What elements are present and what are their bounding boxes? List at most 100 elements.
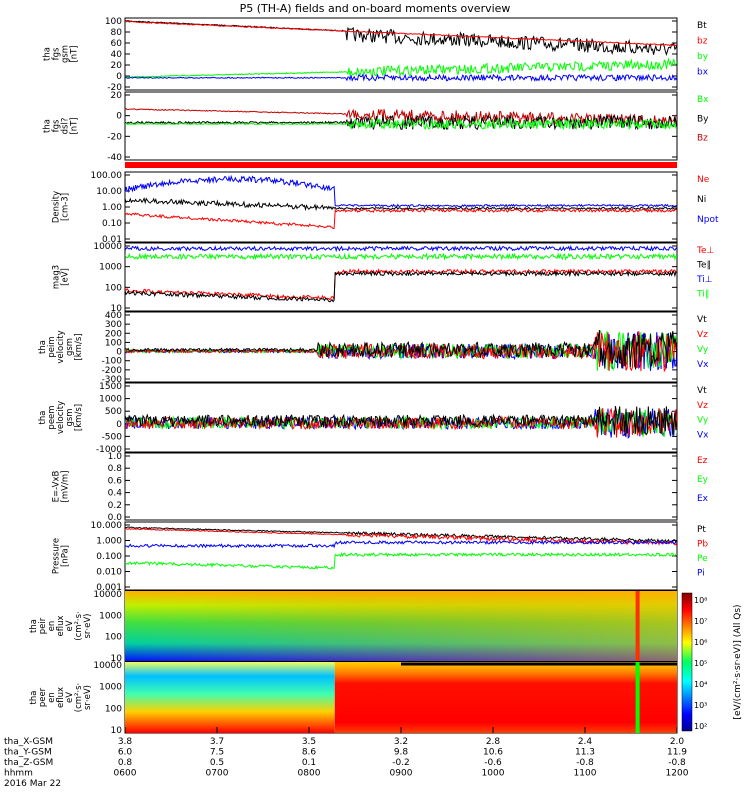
ytick-label: 10.00 <box>96 187 122 197</box>
legend-bx: bx <box>697 68 709 78</box>
ylabel-pressure: Pressure [nPa] <box>52 538 71 574</box>
legend-Vz: Vz <box>697 330 708 340</box>
ylabel-line: tha <box>43 47 53 61</box>
ytick-label: 0.100 <box>96 552 122 562</box>
legend-Ti∥: Ti∥ <box>696 290 709 300</box>
ytick-label: 100 <box>105 704 122 714</box>
series-Npot <box>125 174 677 208</box>
ylabel-temp: mag3 [eV] <box>52 265 71 289</box>
ylabel-line: [eV] <box>61 268 71 286</box>
panel-espec: tha peer en eflux eV (cm²·s· sr·eV) 10000 1000 10… <box>29 661 678 736</box>
legend-Bz: Bz <box>697 134 708 144</box>
footer-tick-t: 1200 <box>666 769 689 779</box>
legend-Ni: Ni <box>697 195 706 205</box>
panel-frame-density <box>124 171 678 243</box>
plot-pressure <box>125 526 677 570</box>
ytick-label: 0 <box>116 420 122 430</box>
ytick-label: 0 <box>116 348 122 358</box>
footer-tick-x: 2.4 <box>578 737 593 747</box>
panel-density: Density [cm-3] 100.00 10.00 1.00 0.10 0.01 Ne Ni… <box>52 171 719 245</box>
legend-Ti⊥: Ti⊥ <box>696 275 713 285</box>
ylabel-line: sr·eV) <box>83 685 93 710</box>
footer-tick-x: 2.8 <box>486 737 501 747</box>
legend-Ex: Ex <box>697 494 709 504</box>
ytick-label: 0.4 <box>108 489 123 499</box>
ylabel-ve: tha peem velocity gsm [km/s] <box>38 401 84 434</box>
ytick-label: -200 <box>102 366 123 376</box>
panel-fgs_dsl: tha fgs dsl? [nT] 20 0 -20 -40 Bx By Bz <box>43 91 709 168</box>
flag-strip <box>125 162 677 168</box>
ylabel-line: en <box>47 621 57 632</box>
ylabel-espec: tha peer en eflux eV (cm²·s· sr·eV) <box>29 683 93 713</box>
footer-tick-x: 3.5 <box>302 737 316 747</box>
plot-espec <box>125 662 677 733</box>
ytick-label: 500 <box>105 407 122 417</box>
ylabel-line: gsm <box>65 408 75 426</box>
ylabel-line: fgs <box>52 119 62 132</box>
series-Ti-par <box>125 252 677 261</box>
colorbar-tick: 10³ <box>694 701 707 710</box>
legend-Pb: Pb <box>697 540 708 550</box>
plot-ispec <box>125 591 677 661</box>
footer-tick-z: -0.6 <box>484 758 502 768</box>
series-By <box>125 113 677 131</box>
colorbar-gradient <box>681 592 693 732</box>
ylabel-efield: E=-VxB [mV/m] <box>52 470 71 502</box>
footer-tick-y: 11.9 <box>667 748 687 758</box>
ytick-label: 1000 <box>99 683 122 693</box>
series-bx <box>125 72 677 83</box>
colorbar-tick: 10⁵ <box>694 659 707 668</box>
ytick-label: 10000 <box>93 661 122 671</box>
ytick-label: -20 <box>107 83 122 93</box>
ylabel-line: [nT] <box>70 45 80 62</box>
series-Bz <box>125 108 677 128</box>
plot-temp <box>125 244 677 303</box>
panel-vi: tha peim velocity gsm [km/s] 4003002001000-10… <box>38 311 709 385</box>
legend-Bt: Bt <box>697 21 707 31</box>
legend-By: By <box>697 114 709 124</box>
footer-tick-x: 2.0 <box>670 737 685 747</box>
ylabel-line: peir <box>38 617 48 634</box>
ylabel-line: [nT] <box>70 117 80 134</box>
ytick-label: 1.000 <box>96 537 122 547</box>
colorbar-tick: 10⁶ <box>694 638 707 647</box>
footer-row-label: tha_Y-GSM <box>4 748 52 758</box>
ytick-label: -40 <box>107 153 122 163</box>
legend-Pe: Pe <box>697 554 708 564</box>
footer-row-label: 2016 Mar 22 <box>4 779 61 789</box>
ylabel-line: [nPa] <box>61 545 71 567</box>
footer-tick-z: 0.5 <box>210 758 224 768</box>
ytick-label: 80 <box>111 28 123 38</box>
ytick-label: 1000 <box>99 611 122 621</box>
ytick-label: 20 <box>111 61 123 71</box>
ylabel-line: [mV/m] <box>61 471 71 503</box>
panel-frame-ve <box>124 382 678 453</box>
legend-Pi: Pi <box>697 569 705 579</box>
legend-Vy: Vy <box>697 416 709 426</box>
footer-tick-y: 8.6 <box>302 748 317 758</box>
footer-tick-y: 7.5 <box>210 748 224 758</box>
ytick-label: -20 <box>107 132 122 142</box>
legend-bz: bz <box>697 37 708 47</box>
ylabel-line: sr·eV) <box>83 614 93 639</box>
ylabel-density: Density [cm-3] <box>52 191 71 223</box>
colorbar-tick: 10⁸ <box>694 596 707 605</box>
series-Ni <box>125 197 677 212</box>
ylabel-fgs: tha fgs gsm [nT] <box>43 45 80 63</box>
series-Bt <box>125 20 677 57</box>
ytick-label: 10000 <box>93 590 122 600</box>
footer-tick-t: 0900 <box>390 769 413 779</box>
ytick-label: -1000 <box>96 445 122 455</box>
legend-Vt: Vt <box>697 315 707 325</box>
ylabel-line: gsm <box>61 45 71 63</box>
ylabel-line: Pressure <box>52 538 62 574</box>
ytick-label: 10 <box>111 654 123 664</box>
spectrogram-electrons-left <box>125 662 335 733</box>
plot-density <box>125 174 677 230</box>
legend-Te∥: Te∥ <box>696 261 711 271</box>
ytick-label: 0.8 <box>108 464 123 474</box>
ytick-label: 10 <box>111 304 123 314</box>
ytick-label: 0 <box>116 112 122 122</box>
